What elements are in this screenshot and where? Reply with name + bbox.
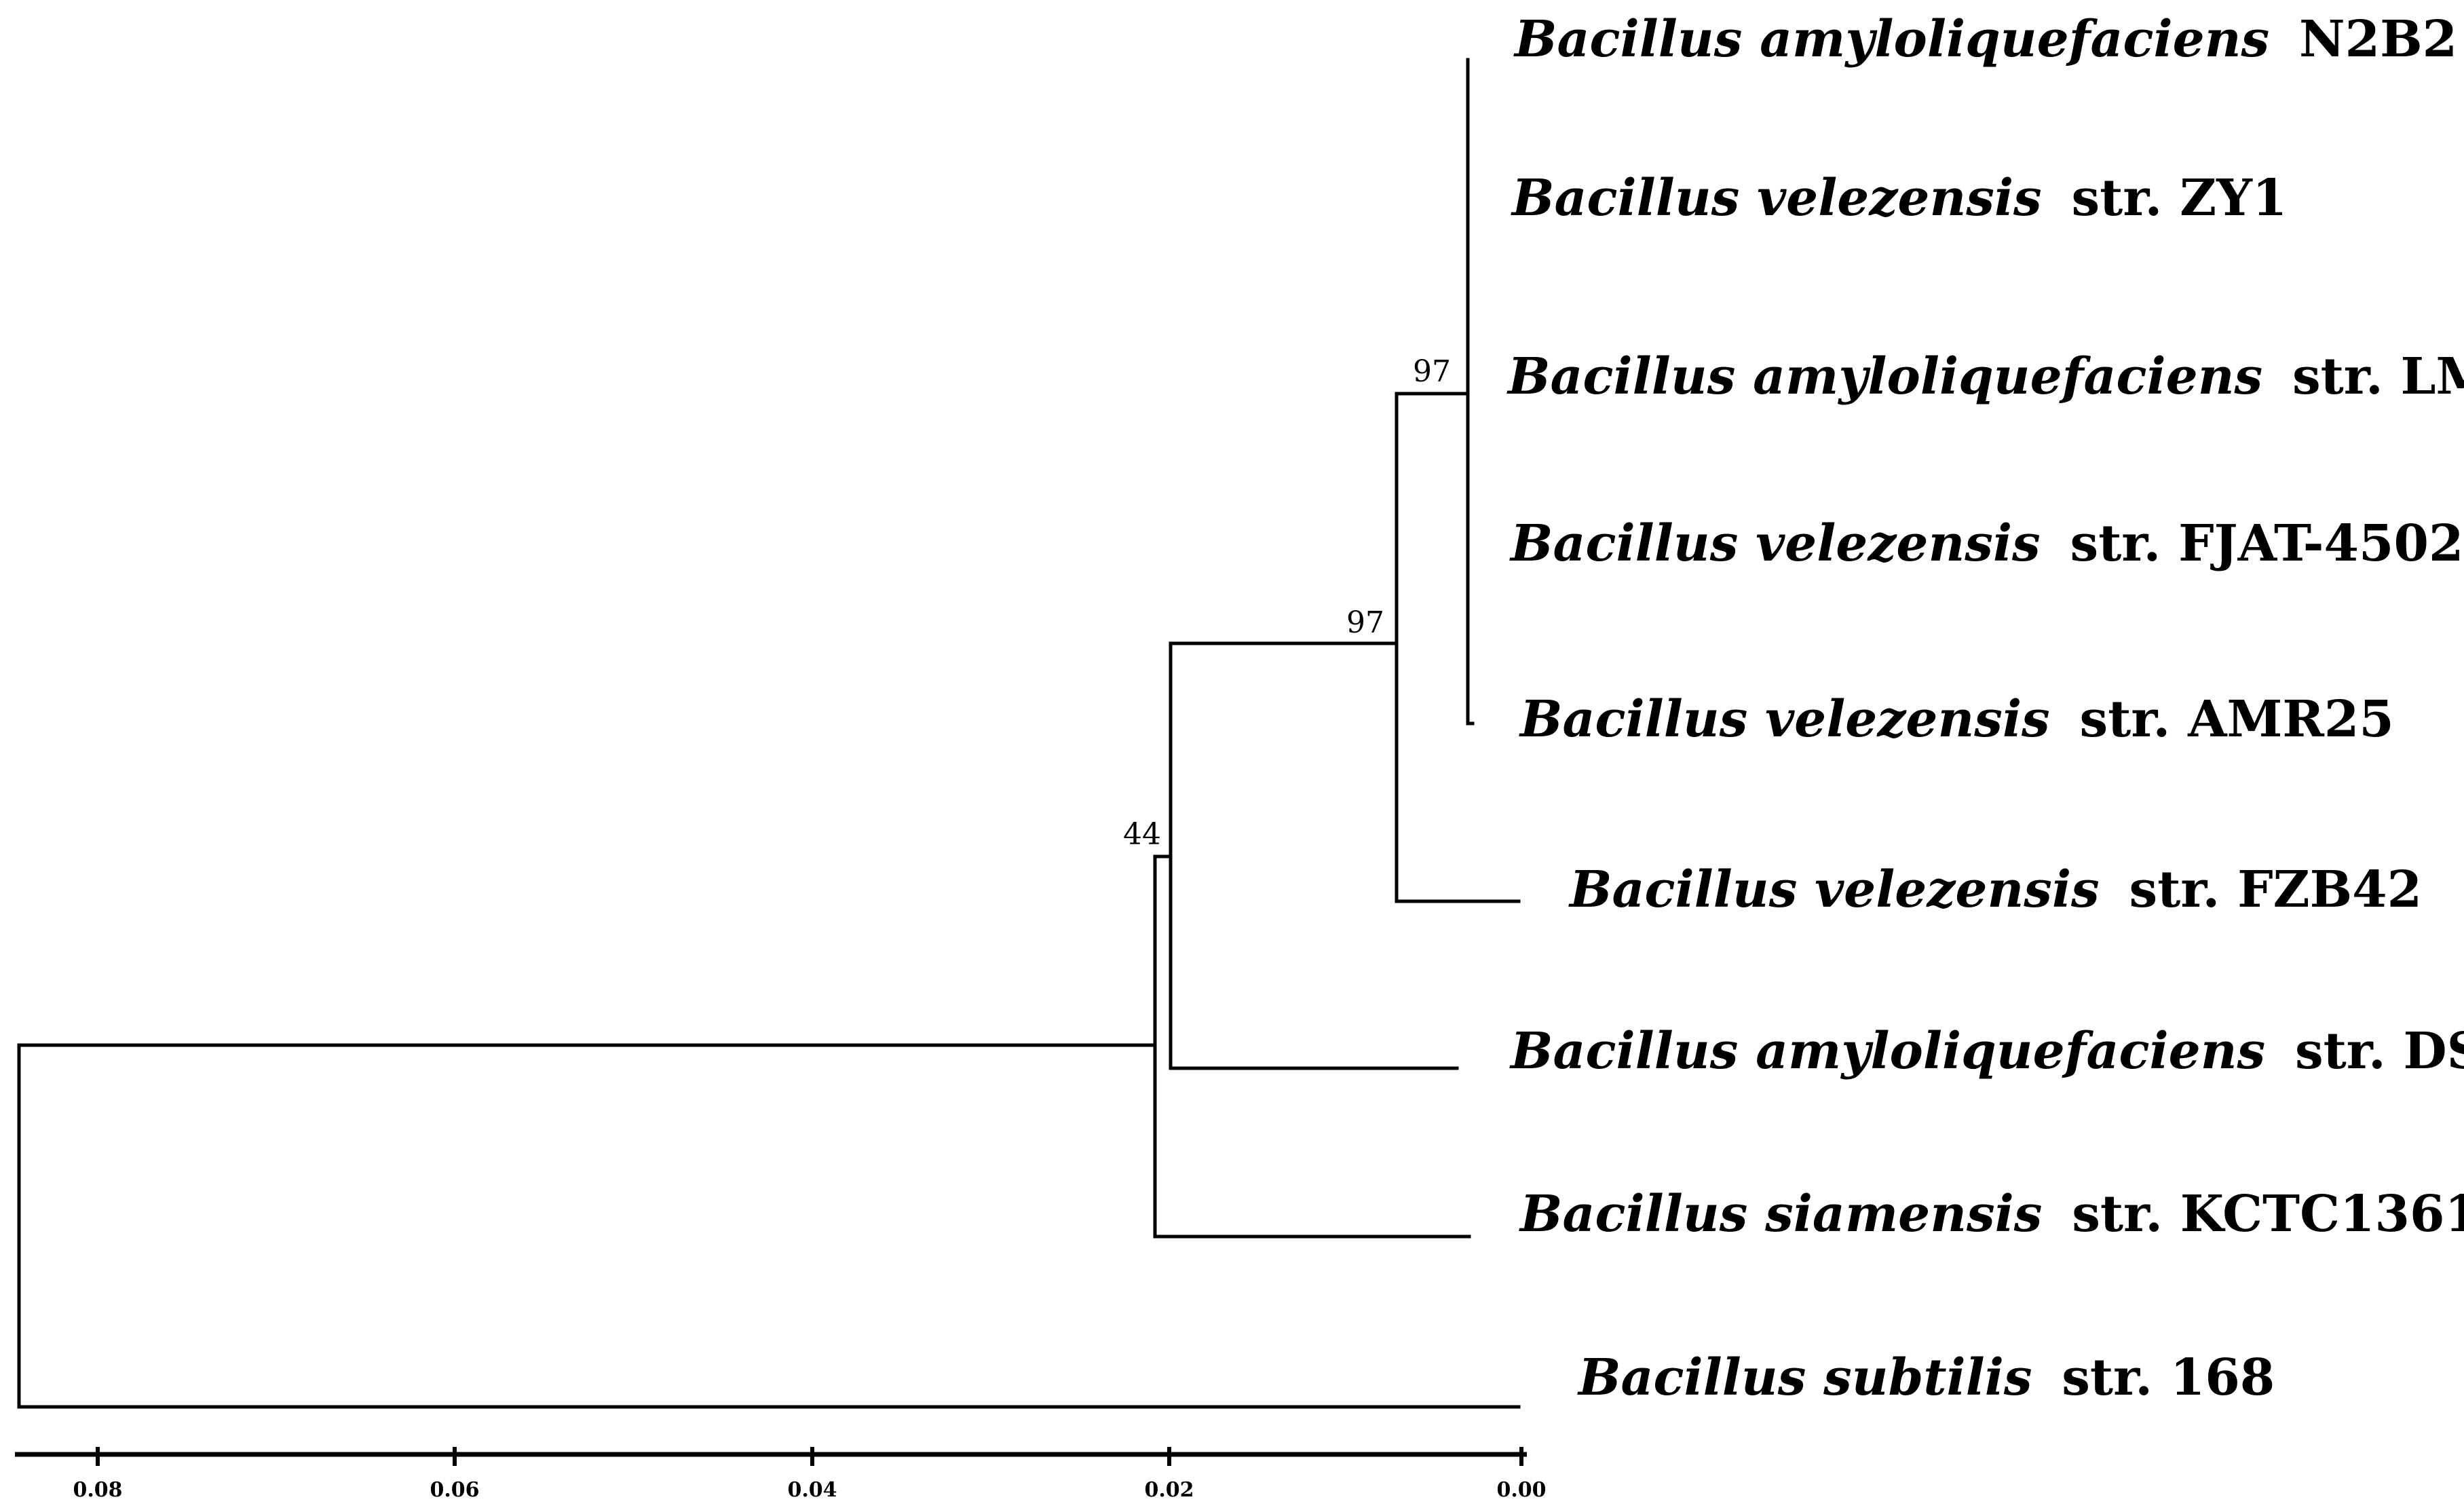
bootstrap-amyloliquefaciens-group: 44 (1123, 817, 1161, 852)
taxon-species: Bacillus amyloliquefaciens (1506, 347, 2262, 406)
taxon-strain: str. LM2303 (2292, 347, 2464, 406)
bootstrap-velezensis-clade: 97 (1346, 605, 1384, 640)
taxon-label: Bacillus siamensis str. KCTC13613 (1519, 1185, 2464, 1243)
tree-branches (17, 58, 1521, 1409)
bootstrap-inner-clade: 97 (1413, 354, 1451, 389)
taxon-label: Bacillus subtilis str. 168 (1577, 1349, 2275, 1407)
taxon-strain: N2B2 (2299, 10, 2457, 69)
taxon-strain: str. KCTC13613 (2072, 1185, 2464, 1243)
taxon-label: Bacillus velezensis str. ZY1 (1511, 169, 2287, 227)
taxon-species: Bacillus velezensis (1511, 169, 2042, 227)
taxon-labels: Bacillus amyloliquefaciens N2B2 Bacillus… (1506, 10, 2464, 1407)
taxon-strain: str. 168 (2062, 1349, 2275, 1407)
taxon-label: Bacillus velezensis str. AMR25 (1519, 690, 2394, 749)
taxon-species: Bacillus amyloliquefaciens (1509, 1022, 2265, 1080)
taxon-strain: str. FZB42 (2129, 861, 2423, 919)
scale-axis: 0.08 0.06 0.04 0.02 0.00 (15, 1447, 1547, 1502)
taxon-label: Bacillus velezensis str. FZB42 (1568, 861, 2422, 919)
taxon-species: Bacillus velezensis (1509, 514, 2041, 573)
taxon-species: Bacillus subtilis (1577, 1349, 2032, 1407)
taxon-label: Bacillus amyloliquefaciens str. DSM7 (1509, 1022, 2464, 1080)
taxon-species: Bacillus velezensis (1519, 690, 2050, 749)
scale-tick-label: 0.06 (430, 1478, 479, 1502)
taxon-strain: str. ZY1 (2072, 169, 2288, 227)
scale-tick-label: 0.04 (787, 1478, 837, 1502)
taxon-label: Bacillus amyloliquefaciens N2B2 (1513, 10, 2457, 69)
scale-tick-label: 0.08 (73, 1478, 122, 1502)
taxon-species: Bacillus amyloliquefaciens (1513, 10, 2269, 69)
taxon-strain: str. AMR25 (2080, 690, 2394, 749)
taxon-label: Bacillus velezensis str. FJAT-45028 (1509, 514, 2464, 573)
bootstrap-values: 97 97 44 (1123, 354, 1451, 852)
taxon-label: Bacillus amyloliquefaciens str. LM2303 (1506, 347, 2464, 406)
scale-tick-label: 0.02 (1144, 1478, 1194, 1502)
taxon-strain: str. FJAT-45028 (2070, 514, 2464, 573)
taxon-species: Bacillus velezensis (1568, 861, 2100, 919)
scale-tick-label: 0.00 (1496, 1478, 1546, 1502)
taxon-species: Bacillus siamensis (1519, 1185, 2042, 1243)
taxon-strain: str. DSM7 (2295, 1022, 2464, 1080)
